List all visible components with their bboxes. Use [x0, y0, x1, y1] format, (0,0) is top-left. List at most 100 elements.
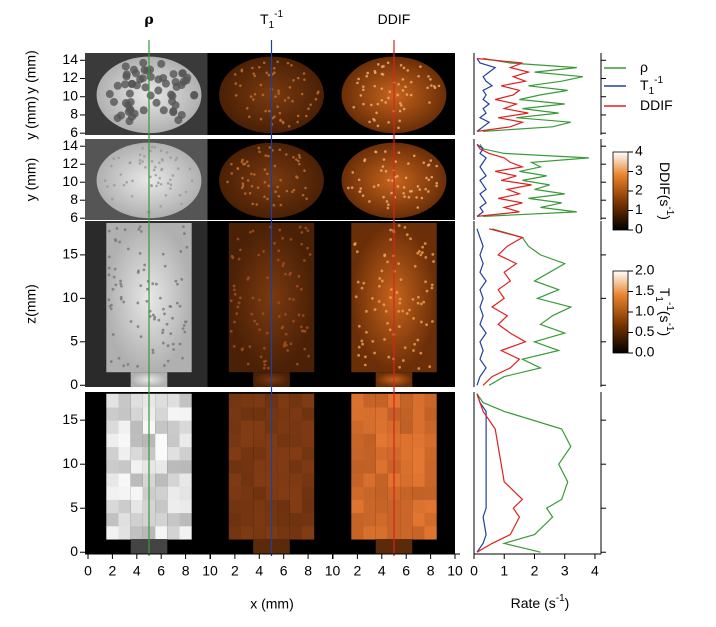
- speckle: [398, 297, 402, 301]
- pixel: [363, 486, 376, 500]
- speckle: [109, 97, 118, 106]
- speckle: [105, 90, 114, 99]
- speckle: [139, 230, 143, 233]
- speckle: [131, 179, 134, 183]
- y-axis-label: y (mm): [23, 50, 39, 94]
- pixel: [106, 473, 119, 487]
- pixel: [167, 512, 180, 527]
- speckle: [109, 360, 113, 363]
- speckle: [295, 362, 299, 366]
- speckle: [258, 328, 262, 332]
- speckle: [317, 90, 320, 94]
- speckle: [386, 61, 390, 65]
- pixel: [351, 446, 364, 461]
- x-tick-label: 2: [231, 563, 239, 579]
- speckle: [136, 364, 140, 368]
- profile-line: [476, 144, 532, 217]
- speckle: [143, 66, 152, 75]
- pixel: [412, 433, 425, 448]
- speckle: [403, 346, 407, 350]
- speckle: [128, 161, 132, 165]
- speckle: [138, 225, 142, 229]
- speckle: [347, 186, 350, 190]
- pixel: [106, 420, 119, 434]
- speckle: [263, 195, 266, 199]
- speckle: [419, 302, 423, 306]
- speckle: [430, 283, 434, 287]
- profile-line: [483, 57, 584, 132]
- pixel: [167, 499, 180, 514]
- speckle: [300, 92, 304, 96]
- speckle: [151, 348, 155, 352]
- speckle: [298, 162, 301, 166]
- speckle: [276, 258, 280, 262]
- speckle: [303, 78, 306, 81]
- column-title-part: -1: [274, 9, 283, 20]
- speckle: [285, 189, 289, 193]
- x-tick-label: 4: [255, 563, 263, 579]
- speckle: [298, 156, 302, 159]
- speckle: [119, 279, 123, 283]
- speckle: [351, 171, 355, 174]
- pixel: [302, 433, 315, 448]
- pixel: [351, 499, 364, 514]
- speckle: [380, 98, 384, 102]
- pixel: [253, 459, 266, 474]
- pixel: [289, 499, 302, 514]
- x-tick-label: 1: [500, 563, 508, 579]
- pixel: [228, 420, 241, 434]
- speckle: [282, 261, 285, 265]
- pixel: [130, 420, 143, 434]
- speckle: [299, 325, 303, 329]
- pixel: [179, 499, 192, 514]
- speckle: [175, 156, 179, 160]
- speckle: [398, 301, 402, 305]
- pixel: [228, 446, 241, 461]
- speckle: [264, 109, 267, 113]
- pixel: [106, 393, 119, 408]
- speckle: [247, 276, 251, 280]
- speckle: [107, 255, 111, 259]
- speckle: [425, 176, 428, 180]
- speckle: [301, 329, 305, 333]
- pixel: [130, 406, 143, 421]
- speckle: [161, 331, 164, 335]
- speckle: [308, 253, 312, 256]
- pixel: [363, 446, 376, 461]
- speckle: [161, 79, 170, 88]
- pixel: [155, 406, 168, 421]
- speckle: [178, 69, 187, 78]
- legend-label-part: -1: [654, 75, 663, 86]
- speckle: [113, 238, 117, 241]
- speckle: [396, 185, 400, 188]
- y-tick-label: 14: [62, 137, 78, 153]
- pixel: [289, 512, 302, 527]
- pixel: [289, 525, 302, 540]
- pixel: [118, 406, 131, 421]
- x-tick-label: 6: [157, 563, 165, 579]
- speckle: [169, 305, 173, 309]
- pixel: [289, 473, 302, 487]
- colorbar-label-part: -1: [664, 206, 675, 215]
- colorbar-label-part: T: [657, 288, 673, 297]
- speckle: [262, 346, 266, 350]
- pixel: [118, 512, 131, 527]
- pixel: [412, 406, 425, 421]
- speckle: [253, 74, 257, 78]
- pixel: [167, 393, 180, 408]
- speckle: [158, 296, 162, 300]
- speckle: [397, 151, 401, 154]
- speckle: [240, 160, 244, 164]
- pixel: [363, 420, 376, 434]
- x-tick-label: 0: [470, 563, 478, 579]
- pixel: [289, 459, 302, 474]
- speckle: [122, 364, 126, 368]
- speckle: [357, 77, 360, 81]
- speckle: [126, 247, 130, 251]
- x-tick-label: 8: [427, 563, 435, 579]
- pixel: [179, 406, 192, 421]
- pixel: [155, 446, 168, 461]
- speckle: [163, 364, 166, 367]
- pixel: [106, 459, 119, 474]
- speckle: [380, 269, 384, 273]
